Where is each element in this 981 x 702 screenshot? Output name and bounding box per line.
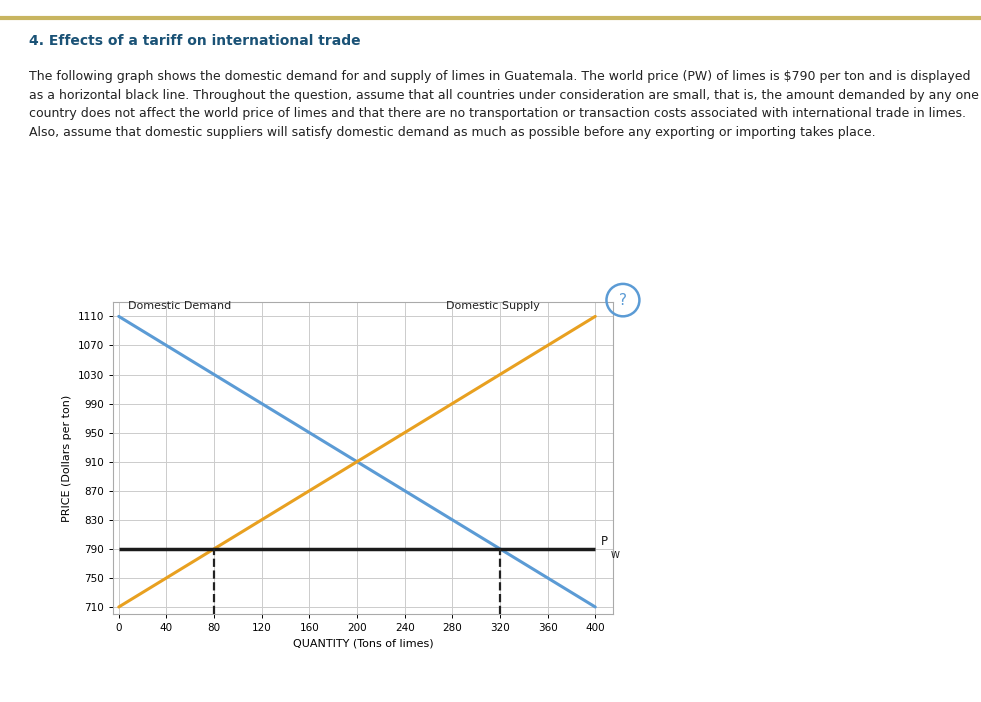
Y-axis label: PRICE (Dollars per ton): PRICE (Dollars per ton)	[62, 395, 72, 522]
X-axis label: QUANTITY (Tons of limes): QUANTITY (Tons of limes)	[292, 639, 434, 649]
Text: The following graph shows the domestic demand for and supply of limes in Guatema: The following graph shows the domestic d…	[29, 70, 979, 139]
Text: P: P	[601, 535, 608, 548]
Text: ?: ?	[619, 293, 627, 307]
Text: Domestic Supply: Domestic Supply	[446, 300, 541, 310]
Text: W: W	[611, 551, 620, 560]
Text: 4. Effects of a tariff on international trade: 4. Effects of a tariff on international …	[29, 34, 361, 48]
Text: Domestic Demand: Domestic Demand	[129, 300, 232, 310]
